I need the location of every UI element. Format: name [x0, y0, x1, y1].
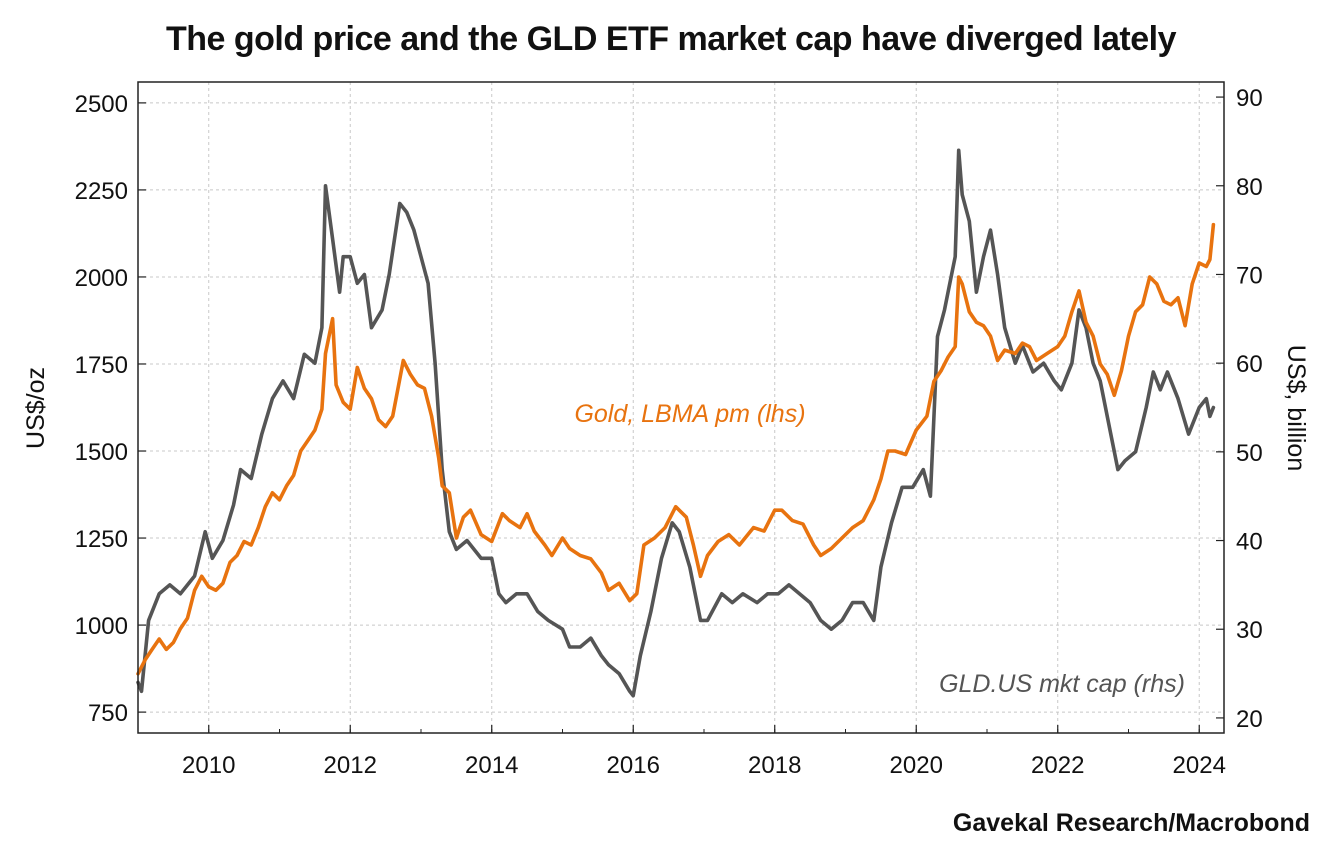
- chart-title: The gold price and the GLD ETF market ca…: [165, 20, 1177, 58]
- y-left-tick-label: 1500: [75, 439, 128, 466]
- x-tick-label: 2018: [748, 752, 801, 779]
- y-right-tick-label: 30: [1236, 617, 1263, 644]
- x-tick-label: 2020: [890, 752, 943, 779]
- source-note: Gavekal Research/Macrobond: [952, 809, 1310, 837]
- x-tick-label: 2012: [324, 752, 377, 779]
- y-right-tick-label: 20: [1236, 706, 1263, 733]
- gld-mkt-cap-line: [136, 148, 1216, 698]
- y-right-tick-label: 70: [1236, 262, 1263, 289]
- y-right-tick-label: 50: [1236, 440, 1263, 467]
- y-axis-left-title: US$/oz: [22, 367, 50, 449]
- y-right-tick-label: 80: [1236, 174, 1263, 201]
- y-left-tick-label: 750: [88, 700, 128, 727]
- y-left-tick-label: 1250: [75, 526, 128, 553]
- tick-labels: 2010 2012 2014 2016 2018 2020 2022 2024 750 1000 1…: [75, 85, 1263, 779]
- x-tick-label: 2024: [1173, 752, 1226, 779]
- x-tick-label: 2014: [465, 752, 518, 779]
- series-lines: [136, 148, 1216, 698]
- y-left-tick-label: 2000: [75, 265, 128, 292]
- y-left-tick-label: 1750: [75, 352, 128, 379]
- y-axis-right-title: US$, billion: [1282, 345, 1310, 471]
- series-label-gold: Gold, LBMA pm (lhs): [574, 400, 805, 428]
- tick-marks: [137, 96, 1224, 733]
- x-tick-label: 2022: [1031, 752, 1084, 779]
- gold-price-line: [136, 222, 1216, 676]
- y-right-tick-label: 60: [1236, 351, 1263, 378]
- x-tick-label: 2016: [607, 752, 660, 779]
- x-tick-label: 2010: [182, 752, 235, 779]
- series-label-gld: GLD.US mkt cap (rhs): [939, 670, 1185, 698]
- plot-frame: [137, 81, 1225, 734]
- y-left-tick-label: 1000: [75, 613, 128, 640]
- y-right-tick-label: 90: [1236, 85, 1263, 112]
- y-right-tick-label: 40: [1236, 529, 1263, 556]
- y-left-tick-label: 2250: [75, 178, 128, 205]
- y-left-tick-label: 2500: [75, 91, 128, 118]
